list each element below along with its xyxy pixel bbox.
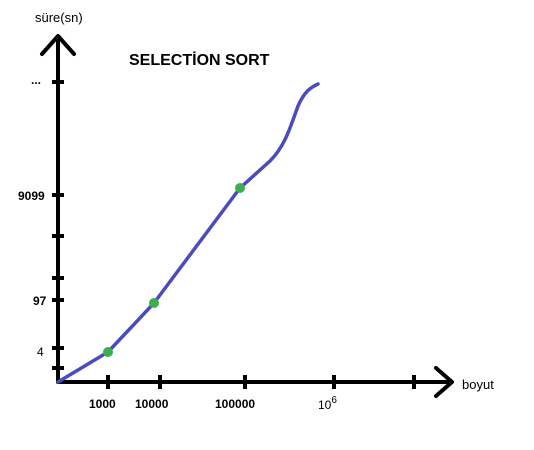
y-tick-label-4: 4 (37, 345, 44, 359)
data-point-1 (149, 298, 159, 308)
y-axis-label: süre(sn) (35, 10, 83, 25)
x-axis-label: boyut (462, 377, 494, 392)
y-tick-label-97: 97 (33, 294, 47, 308)
x-tick-base: 10 (318, 398, 332, 412)
x-tick-label-1000: 1000 (89, 397, 116, 411)
x-tick-label-100000: 100000 (215, 397, 255, 411)
y-axis-arrow (40, 34, 76, 56)
x-tick-marks (106, 375, 416, 389)
y-tick-label-ellipsis: ... (31, 73, 41, 87)
x-tick-label-10000: 10000 (135, 397, 169, 411)
y-tick-marks (52, 80, 64, 370)
series-line (56, 82, 320, 384)
chart-title: SELECTİON SORT (129, 51, 270, 69)
data-points (103, 183, 245, 357)
x-tick-exponent: 6 (331, 395, 337, 406)
data-point-0 (103, 347, 113, 357)
x-tick-label-10-6: 106 (318, 395, 337, 412)
data-point-2 (235, 183, 245, 193)
x-axis-arrow (434, 366, 454, 398)
y-tick-label-9099: 9099 (18, 189, 45, 203)
